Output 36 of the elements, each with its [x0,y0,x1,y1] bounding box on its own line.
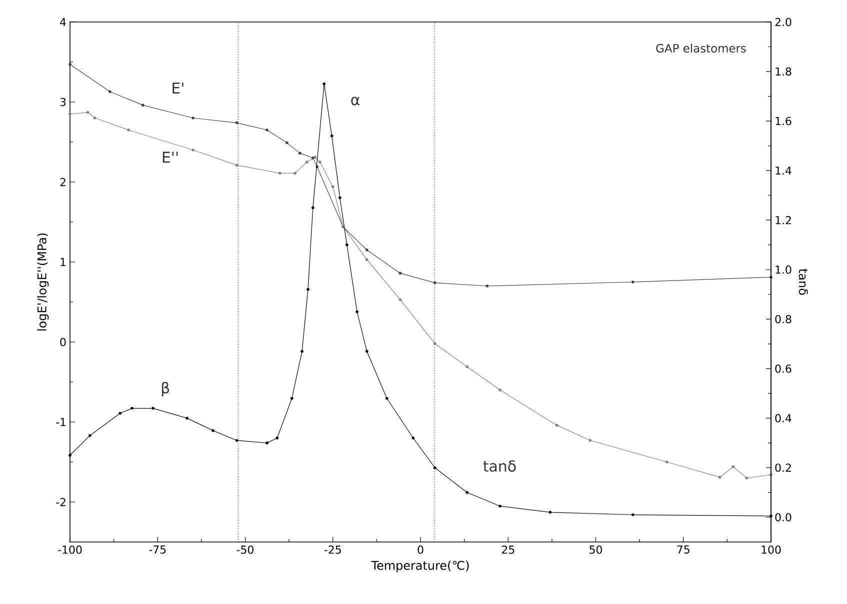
annotation: E' [172,82,184,94]
x-tick-label: -75 [149,546,166,554]
y-tick-label: -1 [56,418,66,426]
y2-tick-label: 1.8 [776,67,792,76]
annotation: β [162,382,170,396]
y-axis-title: logE'/logE''(MPa) [37,233,49,330]
annotation: E'' [162,152,178,163]
y-tick-label: 4 [60,18,66,26]
y2-tick-label: 1.4 [776,166,792,175]
annotation: tanδ [483,460,516,472]
x-tick-label: 0 [418,546,424,554]
y2-tick-label: 1.2 [776,216,791,224]
y2-tick-label: 0.0 [775,513,792,522]
y2-tick-label: 2.0 [775,18,792,26]
x-tick-label: 100 [762,546,781,554]
y2-tick-label: 0.4 [775,414,792,422]
y2-tick-label: 0.8 [775,315,792,324]
y2-tick-label: 0.2 [775,464,791,472]
annotation: α [351,96,360,106]
y2-tick-label: 0.6 [775,364,792,373]
y-tick-label: 0 [60,338,66,346]
x-tick-label: -50 [236,546,254,554]
x-tick-label: 75 [677,546,690,554]
x-tick-label: 25 [502,546,514,554]
x-tick-label: -25 [324,546,341,554]
annotation: GAP elastomers [656,44,746,53]
y2-tick-label: 1.6 [776,116,792,126]
y-tick-label: 1 [60,258,66,266]
x-axis-title: Temperature(℃) [371,560,469,572]
y-tick-label: 3 [60,98,66,106]
x-tick-label: -100 [58,546,82,554]
y-tick-label: -2 [56,498,66,506]
y2-tick-label: 1.0 [776,265,792,274]
x-tick-label: 50 [590,546,602,554]
y-tick-label: 2 [60,178,66,186]
y2-axis-title: tanδ [798,268,808,295]
